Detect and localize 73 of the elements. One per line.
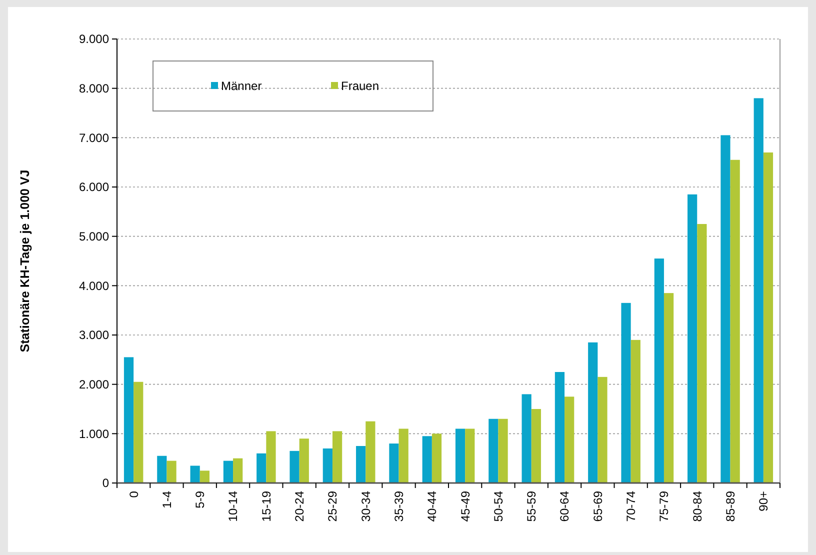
bar [598, 376, 608, 483]
x-tick-label: 1-4 [160, 490, 174, 508]
bar [266, 431, 276, 483]
x-tick-label: 55-59 [524, 490, 539, 522]
y-tick-label: 9.000 [78, 32, 110, 46]
x-tick-label: 10-14 [226, 490, 240, 522]
bar [630, 340, 640, 483]
y-tick-label: 2.000 [78, 378, 110, 392]
bar [356, 446, 366, 483]
x-tick-label: 60-64 [558, 490, 572, 522]
bar [688, 194, 698, 483]
y-tick-label: 4.000 [78, 278, 110, 293]
bar [332, 431, 342, 483]
bar [290, 450, 300, 483]
bar [166, 460, 176, 483]
bar [200, 470, 210, 483]
x-tick-label: 45-49 [458, 490, 472, 522]
bar [223, 460, 234, 483]
bar [664, 293, 674, 483]
x-tick-label: 70-74 [624, 490, 638, 522]
bar [124, 357, 134, 483]
y-tick-label: 8.000 [78, 82, 110, 96]
x-tick-label: 35-39 [392, 490, 406, 522]
bar [157, 456, 167, 483]
bar [564, 396, 574, 483]
bar [720, 135, 730, 483]
x-tick-label: 20-24 [292, 490, 307, 522]
bar [498, 418, 508, 483]
bar [398, 428, 408, 483]
x-tick-label: 85-89 [723, 490, 738, 522]
bar [432, 434, 442, 483]
y-tick-label: 0 [102, 476, 110, 490]
bar [299, 438, 309, 483]
x-tick-label: 90+ [756, 491, 771, 512]
y-tick-label: 5.000 [78, 230, 110, 244]
bar [366, 421, 376, 483]
bar [730, 160, 740, 483]
bar [233, 458, 243, 483]
x-tick-label: 65-69 [590, 490, 605, 522]
x-tick-label: 15-19 [259, 490, 274, 522]
x-tick-label: 0 [126, 490, 141, 498]
bar [322, 448, 332, 483]
bar [588, 342, 598, 483]
bar [455, 428, 466, 483]
x-tick-label: 40-44 [425, 490, 440, 522]
bar [531, 409, 541, 483]
x-tick-label: 5-9 [193, 490, 208, 508]
legend-label: Männer [221, 79, 262, 94]
y-tick-label: 6.000 [78, 180, 110, 194]
bar [465, 428, 475, 483]
bar [134, 382, 144, 483]
x-tick-label: 30-34 [358, 490, 373, 522]
y-tick-label: 1.000 [78, 426, 110, 441]
bar [522, 394, 532, 483]
bar [763, 152, 774, 483]
y-tick-label: 7.000 [78, 130, 110, 145]
bar [554, 372, 565, 483]
bar [754, 98, 764, 483]
bar [190, 466, 200, 483]
x-tick-label: 50-54 [491, 490, 506, 522]
x-tick-label: 75-79 [657, 490, 672, 522]
bar [488, 418, 498, 483]
y-axis-title: Stationäre KH-Tage je 1.000 VJ [18, 170, 32, 352]
bar [621, 302, 631, 483]
bar [654, 258, 664, 483]
bar [422, 436, 432, 483]
bar [256, 453, 266, 483]
legend-label: Frauen [341, 79, 380, 94]
bar [697, 224, 707, 483]
y-tick-label: 3.000 [78, 328, 110, 342]
bar [389, 444, 399, 483]
x-tick-label: 25-29 [326, 490, 340, 522]
x-tick-label: 80-84 [690, 490, 704, 522]
